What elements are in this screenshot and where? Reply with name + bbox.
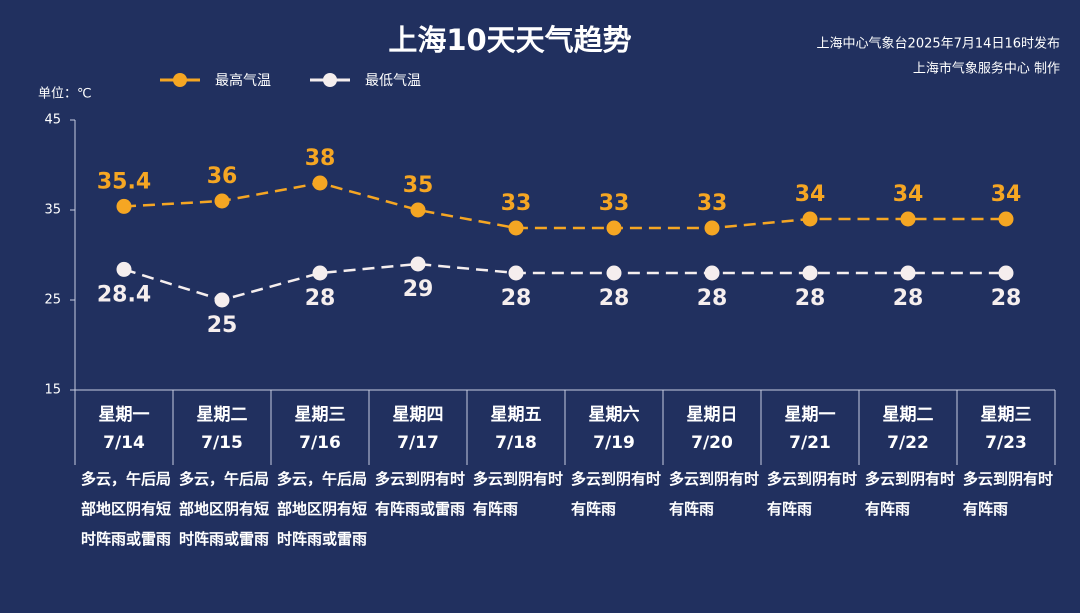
data-point: [116, 198, 132, 214]
weather-description: 多云到阴有时有阵雨或雷雨: [375, 470, 466, 518]
data-label: 28: [991, 286, 1022, 311]
x-tick-label: 7/23: [985, 433, 1027, 453]
data-label: 33: [697, 191, 728, 216]
x-tick-label: 7/16: [299, 433, 341, 453]
legend-label: 最低气温: [365, 73, 421, 89]
series-line: [123, 181, 1006, 230]
data-label: 36: [207, 164, 238, 189]
data-point: [900, 211, 916, 227]
data-point: [312, 175, 328, 191]
legend-marker: [323, 73, 337, 87]
weekday-label: 星期二: [197, 405, 248, 425]
data-point: [606, 265, 622, 281]
data-point: [312, 265, 328, 281]
y-tick-label: 45: [44, 113, 61, 128]
data-label: 28: [893, 286, 924, 311]
y-axis-label: 单位：℃: [38, 87, 92, 102]
legend-label: 最高气温: [215, 72, 271, 89]
data-label: 33: [501, 191, 532, 216]
x-tick-label: 7/15: [201, 433, 243, 453]
data-point: [410, 256, 426, 272]
x-tick-label: 7/18: [495, 433, 537, 453]
weekday-label: 星期五: [491, 405, 542, 425]
weekday-label: 星期二: [883, 405, 934, 425]
data-point: [214, 193, 230, 209]
data-label: 28: [795, 286, 826, 311]
weekday-label: 星期四: [393, 405, 444, 425]
weekday-label: 星期三: [295, 405, 346, 425]
weekday-label: 星期一: [99, 405, 150, 425]
data-point: [508, 220, 524, 236]
y-tick-label: 35: [44, 203, 61, 218]
weekday-label: 星期一: [785, 405, 836, 425]
data-point: [508, 265, 524, 281]
x-tick-label: 7/20: [691, 433, 733, 453]
x-tick-label: 7/14: [103, 433, 145, 453]
data-label: 35: [403, 173, 434, 198]
weekday-label: 星期六: [589, 404, 640, 425]
data-label: 34: [893, 182, 924, 207]
x-tick-label: 7/22: [887, 433, 929, 453]
y-tick-label: 15: [44, 383, 61, 398]
data-point: [606, 220, 622, 236]
weekday-label: 星期日: [687, 405, 738, 425]
weather-description: 多云到阴有时有阵雨: [473, 470, 564, 518]
data-label: 28: [697, 286, 728, 311]
data-label: 29: [403, 277, 434, 302]
data-label: 28.4: [97, 282, 151, 307]
data-label: 28: [501, 286, 532, 311]
data-point: [998, 211, 1014, 227]
weather-description: 多云到阴有时有阵雨: [571, 470, 662, 518]
data-label: 33: [599, 191, 630, 216]
y-tick-label: 25: [44, 293, 61, 308]
data-point: [802, 211, 818, 227]
series-line: [123, 262, 1006, 302]
data-point: [116, 261, 132, 277]
weather-description: 多云到阴有时有阵雨: [963, 470, 1054, 518]
data-label: 34: [991, 182, 1022, 207]
x-tick-label: 7/17: [397, 433, 439, 453]
subtitle: 上海市气象服务中心 制作: [913, 61, 1060, 77]
data-point: [998, 265, 1014, 281]
weather-description: 多云到阴有时有阵雨: [669, 470, 760, 518]
data-label: 28: [305, 286, 336, 311]
data-point: [214, 292, 230, 308]
data-label: 25: [207, 313, 238, 338]
weekday-label: 星期三: [981, 405, 1032, 425]
x-tick-label: 7/21: [789, 433, 831, 453]
weather-description: 多云，午后局部地区阴有短时阵雨或雷雨: [81, 470, 172, 548]
x-tick-label: 7/19: [593, 433, 635, 453]
data-label: 38: [305, 146, 336, 171]
data-label: 34: [795, 182, 826, 207]
data-point: [704, 220, 720, 236]
data-point: [802, 265, 818, 281]
chart-title: 上海10天天气趋势: [388, 23, 631, 57]
data-label: 28: [599, 286, 630, 311]
data-label: 35.4: [97, 169, 151, 194]
data-point: [900, 265, 916, 281]
weather-description: 多云，午后局部地区阴有短时阵雨或雷雨: [179, 470, 270, 548]
legend-marker: [173, 73, 187, 87]
subtitle: 上海中心气象台2025年7月14日16时发布: [817, 36, 1060, 52]
weather-description: 多云，午后局部地区阴有短时阵雨或雷雨: [277, 470, 368, 548]
weather-description: 多云到阴有时有阵雨: [865, 470, 956, 518]
data-point: [704, 265, 720, 281]
data-point: [410, 202, 426, 218]
weather-description: 多云到阴有时有阵雨: [767, 470, 858, 518]
